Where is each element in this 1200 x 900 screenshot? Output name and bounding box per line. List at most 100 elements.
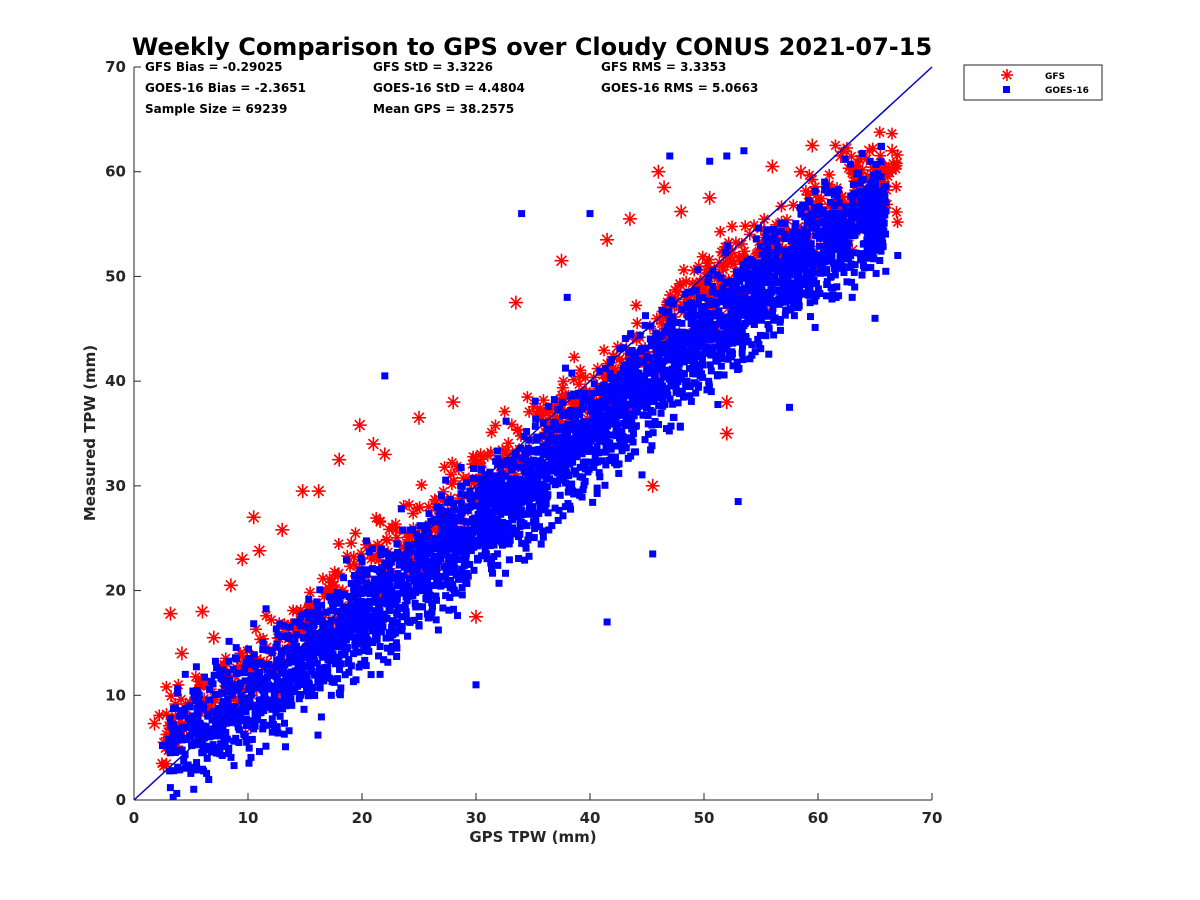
goes16-point <box>714 330 722 338</box>
goes16-point <box>793 232 801 240</box>
goes16-point <box>666 152 674 160</box>
x-ticks: 0 10 20 30 40 50 60 70 <box>129 793 942 827</box>
goes16-point <box>180 800 187 807</box>
y-axis-label: Measured TPW (mm) <box>81 345 99 521</box>
gfs-point <box>332 537 345 550</box>
goes16-point <box>856 197 864 205</box>
goes16-point <box>510 530 518 538</box>
goes16-point <box>580 481 588 489</box>
gfs-point <box>332 452 347 467</box>
gfs-point <box>407 507 420 520</box>
goes16-point <box>866 230 874 238</box>
goes16-point <box>803 233 811 241</box>
goes16-point <box>589 498 597 506</box>
goes16-point <box>849 197 857 205</box>
goes16-point <box>699 311 707 319</box>
gfs-point <box>206 630 221 645</box>
goes16-point <box>472 523 480 531</box>
goes16-point <box>532 436 540 444</box>
gfs-point <box>377 447 392 462</box>
goes16-point <box>532 510 540 518</box>
goes16-point <box>358 625 366 633</box>
goes16-point <box>803 218 811 226</box>
goes16-point <box>327 607 335 615</box>
goes16-point <box>412 603 420 611</box>
goes16-point <box>367 671 375 679</box>
goes16-point <box>694 266 702 274</box>
stat-sample-size: Sample Size = 69239 <box>145 102 287 116</box>
goes16-point <box>873 238 881 246</box>
goes16-point <box>472 681 480 689</box>
y-tick-label: 30 <box>105 477 126 495</box>
goes16-point <box>432 596 440 604</box>
goes16-point <box>349 650 357 658</box>
goes16-point <box>812 280 820 288</box>
goes16-point <box>193 706 201 714</box>
goes16-point <box>556 491 564 499</box>
gfs-point <box>295 484 310 499</box>
goes16-point <box>433 567 441 575</box>
goes16-point <box>671 382 679 390</box>
goes16-point <box>770 298 778 306</box>
goes16-point <box>196 732 204 740</box>
goes16-point <box>164 735 172 743</box>
goes16-point <box>811 204 819 212</box>
gfs-point <box>160 680 173 693</box>
goes16-point <box>236 709 244 717</box>
goes16-point <box>697 317 705 325</box>
goes16-point <box>247 672 255 680</box>
goes16-point <box>661 327 669 335</box>
goes16-point <box>241 732 249 740</box>
goes16-point <box>729 362 737 370</box>
goes16-point <box>327 640 335 648</box>
goes16-point <box>232 644 240 652</box>
goes16-point <box>840 268 848 276</box>
gfs-point <box>554 253 569 268</box>
goes16-point <box>567 505 575 513</box>
goes16-point <box>443 498 451 506</box>
goes16-point <box>675 368 683 376</box>
goes16-point <box>775 246 783 254</box>
x-tick-label: 0 <box>129 809 139 827</box>
goes16-point <box>681 335 689 343</box>
goes16-point <box>655 402 663 410</box>
goes16-point <box>667 422 675 430</box>
goes16-point <box>319 653 327 661</box>
goes16-point <box>611 453 619 461</box>
goes16-point <box>607 415 615 423</box>
goes16-point <box>858 149 866 157</box>
goes16-point <box>268 728 276 736</box>
legend-gfs-label: GFS <box>1045 72 1065 82</box>
goes16-point <box>627 330 635 338</box>
goes16-point <box>362 566 370 574</box>
goes16-point <box>254 702 262 710</box>
goes16-point <box>680 348 688 356</box>
goes16-point <box>545 526 553 534</box>
goes16-point <box>521 540 529 548</box>
goes16-point <box>159 742 166 750</box>
goes16-point <box>256 668 264 676</box>
goes16-point <box>863 210 871 218</box>
goes16-point <box>739 299 747 307</box>
goes16-point <box>234 723 242 731</box>
goes16-point <box>232 655 240 663</box>
goes16-point <box>793 280 801 288</box>
goes16-point <box>525 552 533 560</box>
goes16-point <box>456 569 464 577</box>
goes16-point <box>246 696 254 704</box>
goes16-point <box>650 378 658 386</box>
goes16-point <box>651 338 659 346</box>
goes16-point <box>210 671 218 679</box>
goes16-point <box>739 356 747 364</box>
goes16-point <box>171 704 179 712</box>
goes16-point <box>763 226 771 234</box>
goes16-point <box>365 548 373 556</box>
goes16-point <box>762 332 770 340</box>
goes16-point <box>423 521 431 529</box>
goes16-point <box>603 618 611 626</box>
gfs-point <box>352 418 367 433</box>
goes16-point <box>297 691 305 699</box>
goes16-point <box>835 264 843 272</box>
gfs-point <box>147 716 162 731</box>
goes16-point <box>225 637 233 645</box>
